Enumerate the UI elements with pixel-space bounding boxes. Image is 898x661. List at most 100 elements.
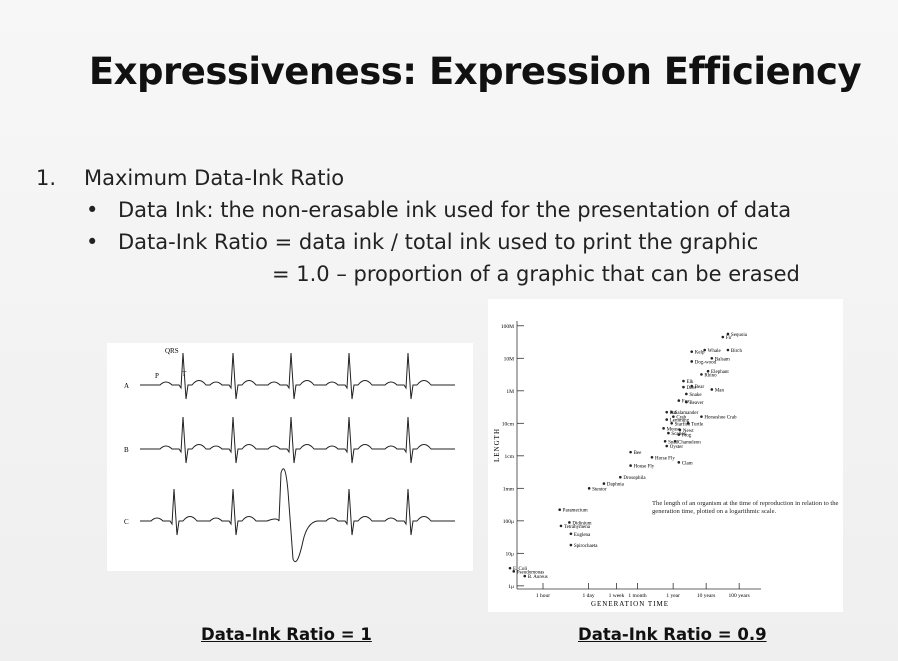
point [587, 487, 591, 490]
point-label: Paramecium [563, 509, 588, 514]
point-label: Didinium [572, 521, 591, 526]
x-tick-label: 10 years [697, 593, 715, 599]
x-axis-title: GENERATION TIME [591, 600, 669, 608]
figure-background [488, 299, 843, 612]
point [650, 456, 654, 459]
point-label: Bear [695, 385, 705, 390]
y-axis-title: LENGTH [493, 428, 501, 462]
figure-caption: Data-Ink Ratio = 0.9 [578, 625, 767, 644]
point-label: Daphnia [607, 483, 625, 488]
point [673, 439, 677, 443]
point [670, 422, 673, 425]
point [602, 482, 606, 485]
point-label: Starfish [675, 422, 691, 427]
point [662, 427, 665, 430]
point-label: Turtle [691, 422, 704, 427]
point [512, 570, 516, 573]
point [569, 532, 573, 536]
ecg-trace [140, 416, 455, 464]
x-tick-label: 1 day [583, 593, 595, 599]
chart-annotation: The length of an organism at the time of… [652, 500, 839, 515]
point [710, 388, 714, 391]
point [685, 392, 688, 396]
point-label: Snake [689, 393, 702, 398]
point-label: Spirochaeta [574, 544, 598, 549]
bullet-text: Data Ink: the non-erasable ink used for … [118, 198, 792, 222]
y-tick-label: 100μ [503, 519, 514, 525]
point-label: Oyster [670, 445, 684, 450]
point [569, 543, 573, 547]
x-tick-label: 1 week [609, 593, 625, 599]
lead-label: C [124, 518, 129, 526]
point [686, 422, 690, 425]
point [726, 348, 730, 352]
y-tick-label: 1mm [503, 486, 515, 492]
point-label: Dog-wood [695, 360, 717, 365]
point-label: Elephant [711, 370, 729, 375]
x-tick-label: 1 month [628, 593, 646, 599]
figure-caption: Data-Ink Ratio = 1 [201, 625, 372, 644]
slide-title: Expressiveness: Expression Efficiency [88, 50, 862, 93]
point [629, 450, 632, 454]
y-tick-label: 10μ [506, 551, 515, 557]
point [629, 464, 632, 467]
point-label: Chameleon [678, 440, 701, 445]
point [700, 373, 703, 376]
x-tick-label: 1 hour [536, 593, 550, 599]
point [672, 415, 675, 418]
lead-label: B [124, 446, 129, 454]
point [726, 332, 730, 336]
ecg-figure: QRS P T A B C [107, 343, 473, 571]
point [665, 418, 669, 421]
point-label: Balsam [715, 357, 730, 362]
point-label: Sequoia [731, 333, 748, 338]
x-tick-label: 100 years [729, 593, 750, 599]
point-label: Deer [686, 386, 696, 391]
point [690, 360, 694, 363]
wave-label: P [155, 372, 159, 380]
point-label: Pseudomonas [517, 570, 545, 575]
scatter-figure: 100M 10M 1M 10cm 1cm 1mm 100μ 10μ 1μ 1 hour 1 day 1… [488, 299, 843, 612]
point-label: Kelp [695, 351, 705, 356]
point-label: Lemming [670, 419, 690, 424]
bullet-text: Data-Ink Ratio = data ink / total ink us… [118, 230, 759, 254]
point-label: Snail [668, 440, 679, 445]
point [703, 348, 706, 352]
point [665, 410, 669, 414]
point-label: Whale [708, 349, 722, 354]
point [667, 431, 670, 435]
point-label: Mouse [667, 427, 681, 432]
point-label: Bee [634, 451, 643, 456]
bullet: • [86, 198, 99, 222]
wave-label: QRS [165, 347, 179, 355]
point-label: B. Aureus [528, 575, 548, 580]
point [523, 574, 527, 578]
point [558, 508, 561, 512]
bullet: • [86, 230, 99, 254]
point-label: Man [715, 388, 725, 393]
point [690, 384, 694, 388]
point [677, 461, 681, 464]
point [678, 428, 682, 432]
point [721, 335, 725, 339]
continuation-text: = 1.0 – proportion of a graphic that can… [272, 262, 800, 286]
point [508, 566, 512, 570]
point-label: Birch [731, 349, 743, 354]
point-label: Tetrahymena [564, 525, 591, 530]
point-label: Elk [686, 380, 693, 385]
point [682, 385, 685, 389]
point-label: Rat [670, 411, 678, 416]
point-label: Rhino [704, 373, 717, 378]
point-label: Beaver [689, 401, 703, 406]
y-tick-label: 1μ [508, 584, 514, 590]
point [700, 415, 703, 418]
point [559, 524, 563, 528]
point-label: E. Coli [513, 567, 528, 572]
y-tick-label: 1cm [505, 454, 515, 460]
point [685, 400, 688, 404]
x-tick-label: 1 year [666, 593, 680, 599]
point-label: Stentor [592, 487, 607, 492]
point [663, 439, 667, 443]
list-heading: Maximum Data-Ink Ratio [84, 166, 345, 190]
